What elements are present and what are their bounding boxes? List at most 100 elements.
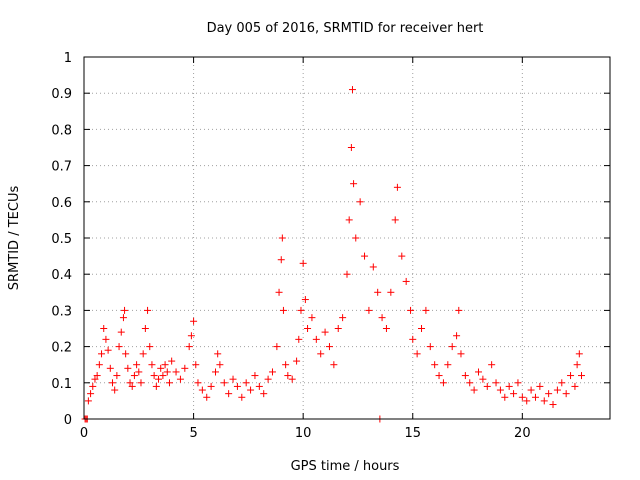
data-point-79: [297, 306, 305, 314]
data-point-48: [190, 317, 198, 325]
data-point-96: [352, 234, 360, 242]
data-point-140: [531, 393, 539, 401]
data-point-54: [212, 368, 219, 376]
data-point-68: [268, 368, 276, 376]
data-point-106: [391, 216, 399, 224]
data-point-119: [444, 361, 452, 369]
data-point-11: [102, 335, 110, 343]
data-point-34: [150, 372, 158, 380]
data-point-138: [523, 397, 531, 405]
data-point-112: [413, 350, 421, 358]
data-point-41: [165, 379, 173, 387]
data-point-7: [93, 372, 101, 380]
data-point-124: [461, 372, 469, 380]
data-point-117: [435, 372, 443, 380]
data-point-10: [100, 325, 108, 332]
data-point-4: [87, 390, 95, 398]
data-point-151: [575, 350, 583, 358]
data-point-29: [139, 350, 147, 358]
data-point-86: [321, 328, 329, 336]
data-point-131: [492, 379, 500, 387]
data-point-78: [295, 335, 303, 343]
data-point-93: [347, 144, 355, 151]
data-point-16: [113, 372, 121, 380]
y-tick-label-10: 1: [64, 51, 72, 66]
data-point-66: [260, 390, 268, 398]
data-point-69: [273, 343, 281, 351]
data-point-95: [350, 180, 358, 188]
data-point-15: [111, 386, 119, 394]
data-point-122: [455, 306, 463, 314]
data-point-133: [501, 393, 509, 401]
data-point-142: [540, 397, 548, 405]
data-point-98: [361, 252, 369, 260]
data-point-94: [348, 86, 356, 94]
data-point-143: [545, 390, 553, 398]
data-point-35: [152, 382, 160, 390]
data-point-89: [334, 325, 342, 332]
data-point-82: [304, 325, 312, 332]
data-point-76: [288, 375, 296, 383]
data-point-58: [225, 390, 233, 398]
axis-ticks: 0 5 10 15 20 0 0.1 0.2 0.3 0.4 0.5 0.6 0.7 0.8 0.9 1: [51, 51, 610, 441]
x-tick-label-10: 10: [295, 426, 312, 441]
data-point-99: [365, 306, 373, 314]
y-tick-label-8: 0.8: [51, 123, 72, 138]
x-tick-label-20: 20: [514, 426, 531, 441]
data-point-40: [163, 368, 171, 376]
data-point-100: [369, 263, 377, 271]
data-point-88: [330, 361, 338, 369]
data-point-146: [558, 379, 566, 387]
data-point-73: [279, 306, 287, 314]
data-point-72: [278, 234, 286, 242]
y-tick-label-1: 0.1: [51, 377, 72, 392]
data-point-50: [194, 379, 202, 387]
data-point-85: [317, 350, 325, 358]
data-point-51: [198, 386, 206, 394]
data-point-32: [146, 343, 154, 351]
data-point-150: [573, 361, 581, 369]
data-point-147: [562, 390, 570, 398]
data-point-139: [527, 386, 535, 394]
data-point-59: [229, 375, 237, 383]
data-point-22: [124, 364, 132, 372]
data-point-44: [176, 375, 184, 383]
data-point-12: [104, 346, 112, 354]
data-point-144: [549, 401, 557, 409]
data-point-145: [553, 386, 561, 394]
y-tick-label-7: 0.7: [51, 160, 72, 175]
data-point-19: [119, 314, 127, 322]
data-point-120: [448, 343, 456, 351]
data-point-121: [453, 332, 461, 340]
data-point-132: [496, 386, 504, 394]
data-point-26: [133, 361, 141, 369]
data-point-61: [238, 393, 246, 401]
data-point-65: [255, 382, 263, 390]
data-points: [81, 86, 586, 423]
data-point-67: [264, 375, 272, 383]
data-point-115: [426, 343, 434, 351]
data-point-116: [431, 361, 439, 369]
data-point-33: [148, 361, 156, 369]
data-point-3: [84, 397, 92, 405]
data-point-129: [483, 382, 491, 390]
data-point-52: [203, 393, 211, 401]
data-point-105: [387, 288, 395, 296]
y-axis-label: SRMTID / TECUs: [7, 186, 22, 291]
data-point-45: [181, 364, 189, 372]
data-point-107: [393, 183, 401, 191]
data-point-6: [91, 375, 99, 383]
y-tick-label-0: 0: [64, 413, 72, 428]
x-axis-label: GPS time / hours: [291, 459, 400, 474]
data-point-27: [135, 368, 143, 376]
data-point-30: [141, 325, 149, 332]
data-point-103: [378, 314, 386, 322]
data-point-38: [159, 372, 167, 380]
data-point-109: [402, 277, 410, 285]
data-point-39: [161, 361, 169, 369]
data-point-91: [343, 270, 351, 278]
data-point-71: [277, 256, 285, 264]
data-point-8: [95, 361, 103, 369]
x-tick-label-15: 15: [404, 426, 421, 441]
data-point-57: [220, 379, 228, 387]
